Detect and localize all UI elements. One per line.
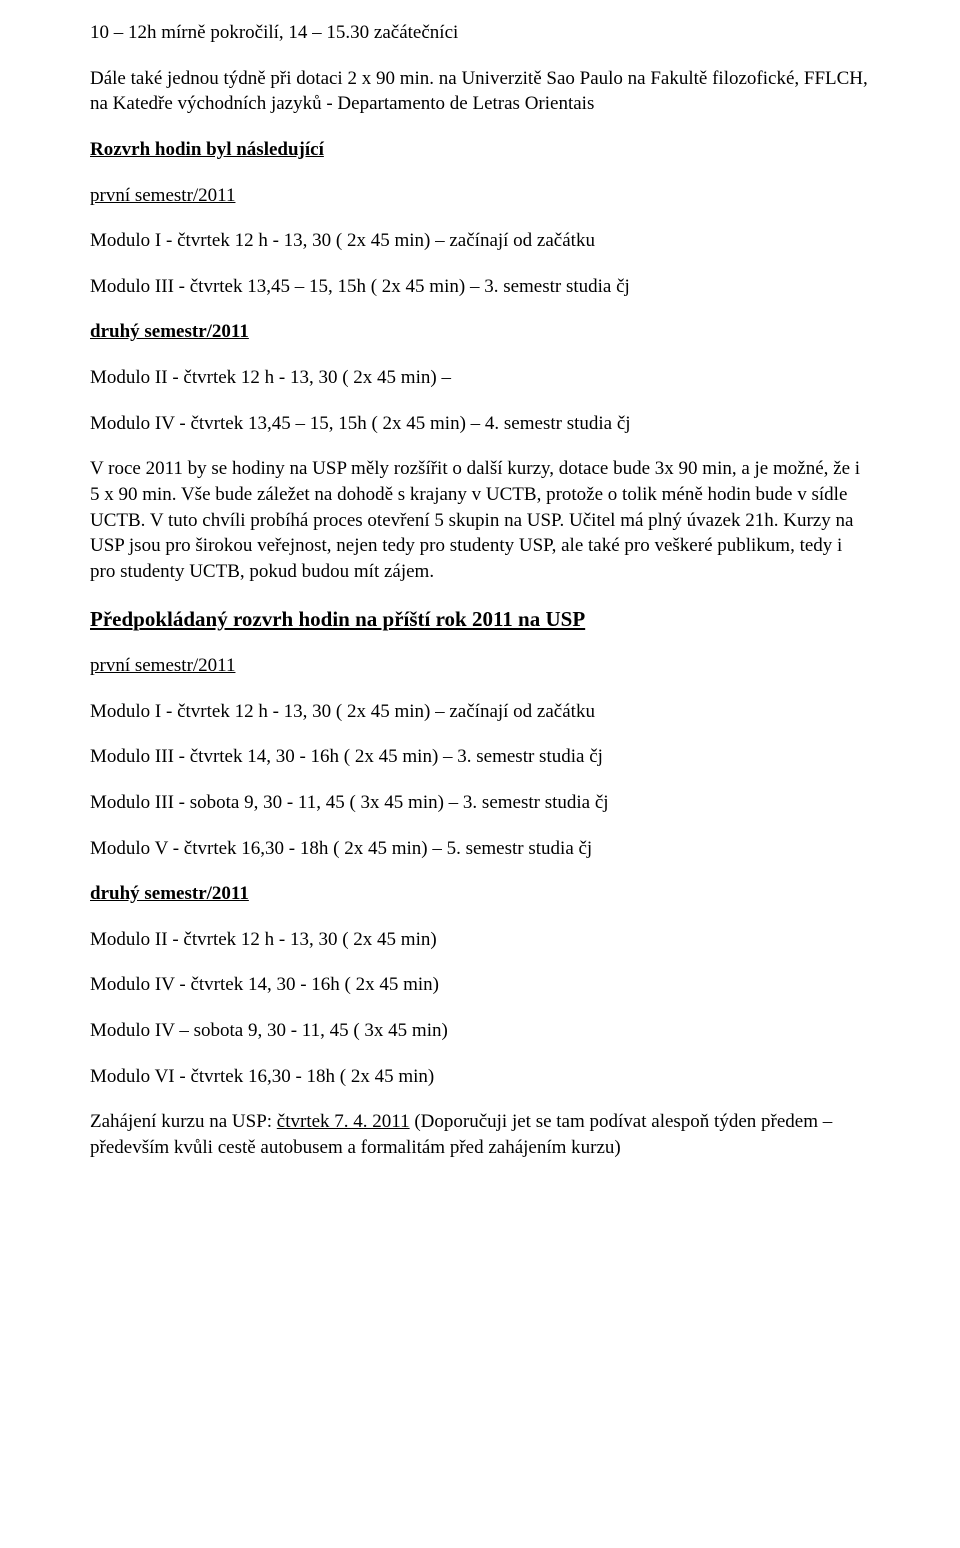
sem1-title: první semestr/2011 bbox=[90, 185, 235, 206]
p-sem1-title: první semestr/2011 bbox=[90, 655, 235, 676]
p-sem2-title: druhý semestr/2011 bbox=[90, 883, 249, 904]
p-sem1-mod3b: Modulo III - sobota 9, 30 - 11, 45 ( 3x … bbox=[90, 790, 870, 816]
p-sem2-mod6: Modulo VI - čtvrtek 16,30 - 18h ( 2x 45 … bbox=[90, 1064, 870, 1090]
sem2-mod4: Modulo IV - čtvrtek 13,45 – 15, 15h ( 2x… bbox=[90, 411, 870, 437]
heading-rozvrh: Rozvrh hodin byl následující bbox=[90, 139, 324, 160]
sem1-mod3: Modulo III - čtvrtek 13,45 – 15, 15h ( 2… bbox=[90, 274, 870, 300]
final-paragraph: Zahájení kurzu na USP: čtvrtek 7. 4. 201… bbox=[90, 1109, 870, 1160]
sem2-mod2: Modulo II - čtvrtek 12 h - 13, 30 ( 2x 4… bbox=[90, 365, 870, 391]
document-page: 10 – 12h mírně pokročilí, 14 – 15.30 zač… bbox=[0, 0, 960, 1548]
sem2-title: druhý semestr/2011 bbox=[90, 321, 249, 342]
final-date: čtvrtek 7. 4. 2011 bbox=[277, 1111, 410, 1132]
explanation-paragraph: V roce 2011 by se hodiny na USP měly roz… bbox=[90, 456, 870, 584]
p-sem2-mod4a: Modulo IV - čtvrtek 14, 30 - 16h ( 2x 45… bbox=[90, 972, 870, 998]
final-prefix: Zahájení kurzu na USP: bbox=[90, 1111, 277, 1132]
schedule-line-1: 10 – 12h mírně pokročilí, 14 – 15.30 zač… bbox=[90, 20, 870, 46]
p-sem2-mod2: Modulo II - čtvrtek 12 h - 13, 30 ( 2x 4… bbox=[90, 927, 870, 953]
p-sem1-mod5: Modulo V - čtvrtek 16,30 - 18h ( 2x 45 m… bbox=[90, 836, 870, 862]
p-sem2-mod4b: Modulo IV – sobota 9, 30 - 11, 45 ( 3x 4… bbox=[90, 1018, 870, 1044]
heading-predpokladany: Předpokládaný rozvrh hodin na příští rok… bbox=[90, 607, 585, 631]
p-sem1-mod1: Modulo I - čtvrtek 12 h - 13, 30 ( 2x 45… bbox=[90, 699, 870, 725]
intro-paragraph: Dále také jednou týdně při dotaci 2 x 90… bbox=[90, 66, 870, 117]
p-sem1-mod3a: Modulo III - čtvrtek 14, 30 - 16h ( 2x 4… bbox=[90, 744, 870, 770]
sem1-mod1: Modulo I - čtvrtek 12 h - 13, 30 ( 2x 45… bbox=[90, 228, 870, 254]
